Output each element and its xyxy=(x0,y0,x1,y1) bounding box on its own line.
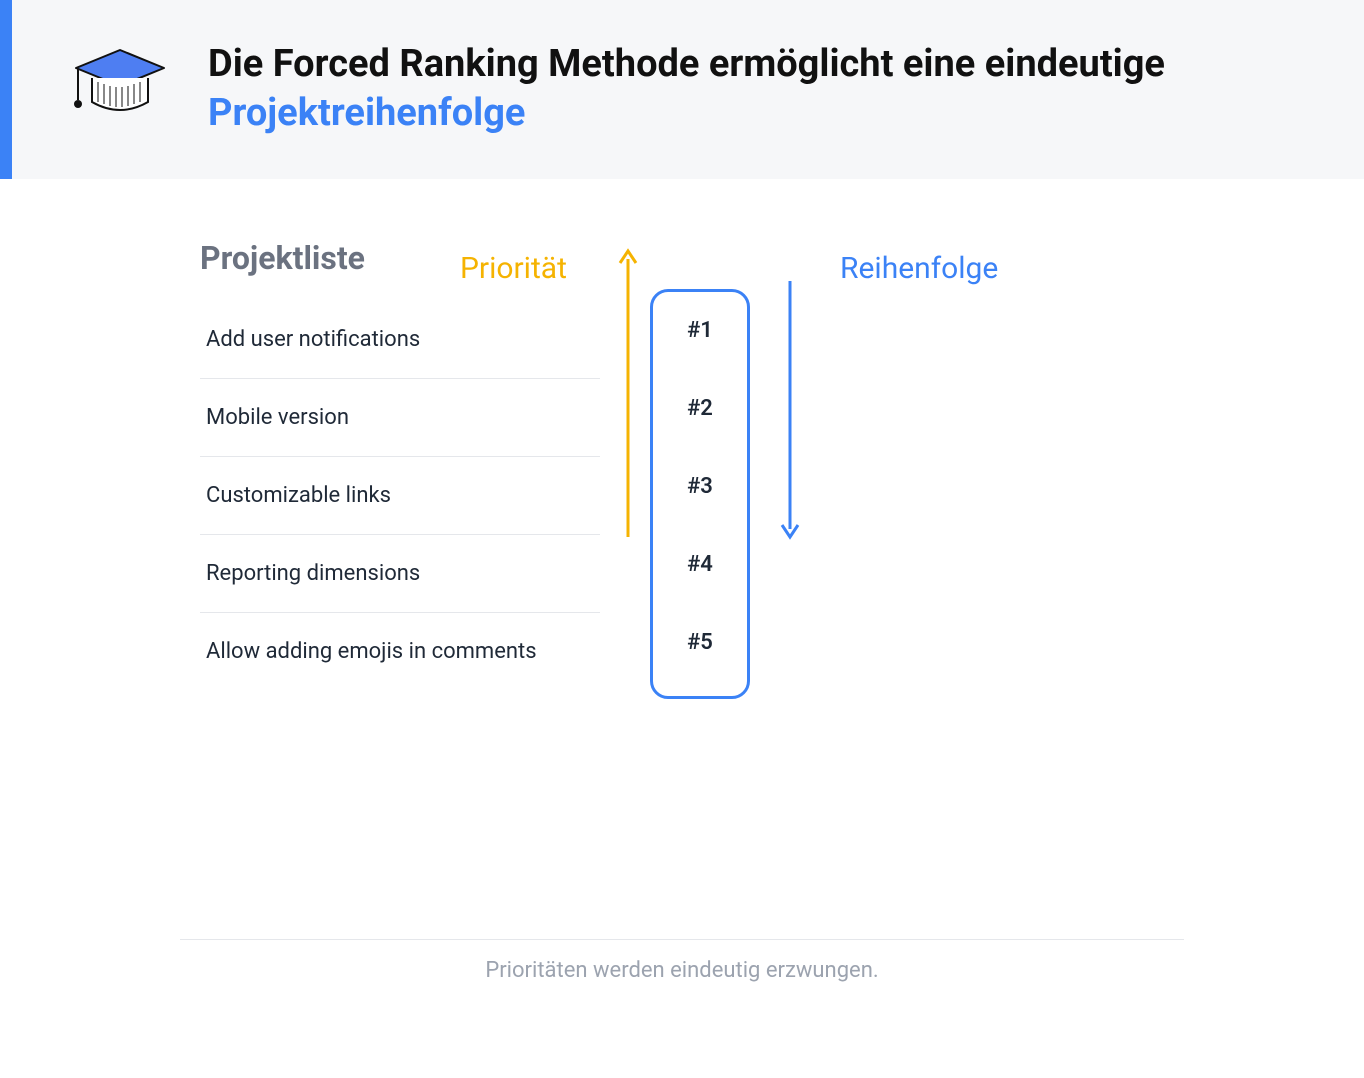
project-list: Add user notificationsMobile versionCust… xyxy=(200,301,600,690)
order-arrow-down-icon xyxy=(770,281,810,545)
main-diagram: Projektliste Add user notificationsMobil… xyxy=(0,179,1364,939)
priority-label: Priorität xyxy=(460,251,567,286)
priority-arrow-up-icon xyxy=(608,247,648,541)
list-item: Add user notifications xyxy=(200,301,600,379)
rank-cell: #2 xyxy=(653,370,747,448)
rank-cell: #5 xyxy=(653,604,747,682)
list-item: Mobile version xyxy=(200,379,600,457)
footer-divider xyxy=(180,939,1184,940)
footer-caption: Prioritäten werden eindeutig erzwungen. xyxy=(180,958,1184,983)
graduation-cap-icon xyxy=(72,46,168,132)
title-highlight: Projektreihenfolge xyxy=(208,91,525,135)
list-item: Customizable links xyxy=(200,457,600,535)
order-label: Reihenfolge xyxy=(840,251,998,286)
footer: Prioritäten werden eindeutig erzwungen. xyxy=(0,939,1364,983)
page-title: Die Forced Ranking Methode ermöglicht ei… xyxy=(208,40,1314,139)
rank-box: #1#2#3#4#5 xyxy=(650,289,750,699)
list-item: Reporting dimensions xyxy=(200,535,600,613)
rank-cell: #3 xyxy=(653,448,747,526)
rank-cell: #1 xyxy=(653,292,747,370)
project-list-title: Projektliste xyxy=(200,239,1364,277)
title-text: Die Forced Ranking Methode ermöglicht ei… xyxy=(208,42,1165,86)
list-item: Allow adding emojis in comments xyxy=(200,613,600,690)
rank-cell: #4 xyxy=(653,526,747,604)
header-band: Die Forced Ranking Methode ermöglicht ei… xyxy=(0,0,1364,179)
